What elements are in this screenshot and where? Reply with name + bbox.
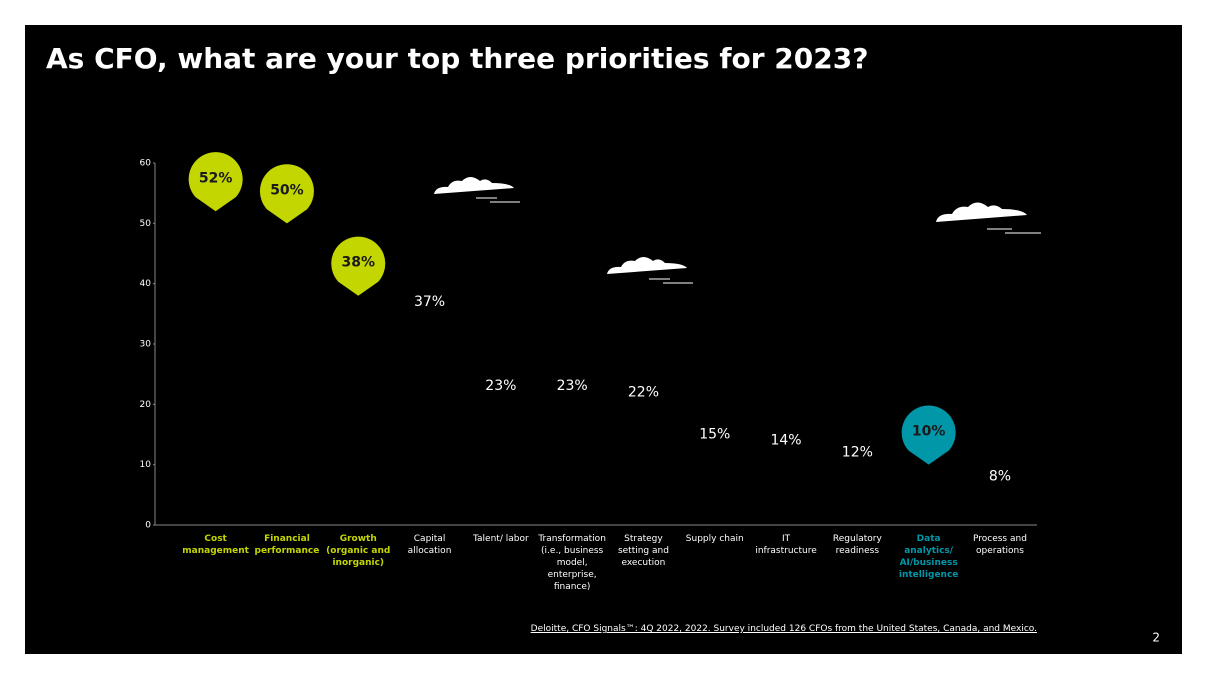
value-label: 23% [485,378,516,394]
value-label: 38% [341,255,375,271]
x-tick-label: Data analytics/ AI/business intelligence [898,534,959,580]
cloud [936,202,1041,234]
value-label: 50% [270,182,304,198]
value-label: 23% [557,378,588,394]
y-tick-label: 50 [140,219,152,229]
x-tick-label: Cost management [182,534,249,556]
value-label: 15% [699,427,730,443]
x-tick-label: Process and operations [972,534,1027,556]
value-label: 37% [414,294,445,310]
x-tick-label: Capital allocation [407,534,452,556]
pin [901,405,956,465]
y-tick-label: 30 [140,340,152,350]
pin [259,164,314,224]
y-tick-label: 10 [140,460,152,470]
value-label: 12% [842,445,873,461]
x-tick-label: Transformation (i.e., business model, en… [538,534,606,592]
footnote: Deloitte, CFO Signals™: 4Q 2022, 2022. S… [530,624,1037,634]
cloud [434,177,520,203]
pin [188,152,243,212]
chart-title: As CFO, what are your top three prioriti… [46,42,868,75]
y-tick-label: 60 [140,159,152,169]
y-tick-label: 0 [145,521,151,531]
x-tick-label: Supply chain [685,534,744,544]
pin [331,236,386,296]
cloud [607,257,693,284]
x-tick-label: Growth (organic and inorganic) [326,534,391,568]
x-tick-label: Financial performance [254,534,320,556]
value-label: 14% [770,433,801,449]
page-number: 2 [1152,631,1160,645]
x-tick-label: Talent/ labor [473,534,529,544]
x-tick-label: Regulatory readiness [832,534,882,556]
value-label: 52% [199,170,233,186]
slide-background [25,25,1182,654]
x-tick-label: IT infrastructure [755,534,817,556]
value-label: 22% [628,384,659,400]
value-label: 8% [989,469,1011,485]
x-tick-label: Strategy setting and execution [617,534,669,568]
value-label: 10% [912,424,946,440]
y-tick-label: 20 [140,400,152,410]
y-tick-label: 40 [140,279,152,289]
